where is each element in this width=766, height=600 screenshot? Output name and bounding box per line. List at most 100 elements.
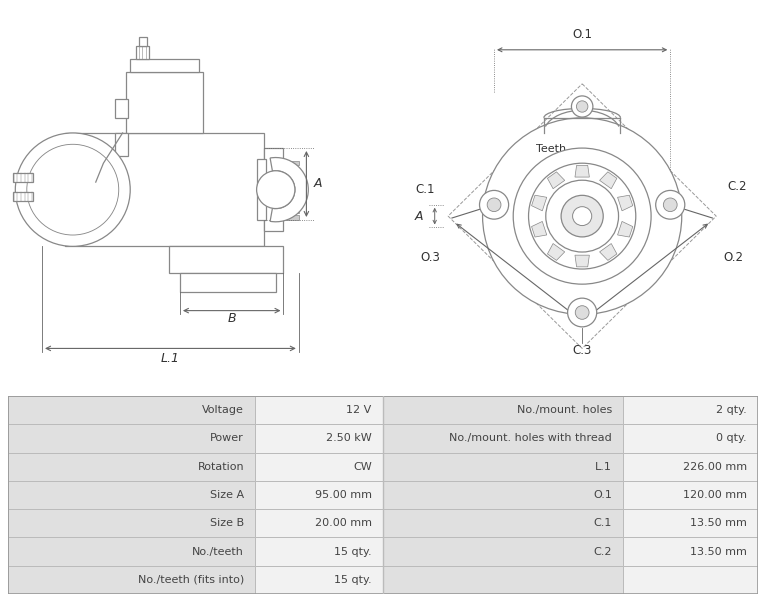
Circle shape [573, 206, 592, 226]
Bar [180, 273, 276, 292]
Text: 0 qty.: 0 qty. [716, 433, 747, 443]
Bar [14, 191, 33, 201]
Bar [264, 148, 283, 231]
Text: 120.00 mm: 120.00 mm [683, 490, 747, 500]
Bar [624, 509, 758, 538]
Text: No./mount. holes with thread: No./mount. holes with thread [449, 433, 612, 443]
Text: O.2: O.2 [724, 251, 744, 265]
Text: 13.50 mm: 13.50 mm [690, 518, 747, 528]
Circle shape [480, 190, 509, 219]
Bar [139, 37, 147, 46]
Bar [136, 46, 149, 59]
Text: C.1: C.1 [415, 184, 435, 196]
Bar [126, 73, 203, 133]
Text: 15 qty.: 15 qty. [334, 547, 372, 557]
Text: 15 qty.: 15 qty. [334, 575, 372, 585]
Bar [283, 194, 299, 199]
Text: L.1: L.1 [161, 352, 180, 365]
Bar [283, 161, 299, 166]
Polygon shape [600, 244, 617, 260]
Bar [283, 188, 299, 193]
Circle shape [487, 198, 501, 212]
Bar [624, 566, 758, 594]
Text: Power: Power [211, 433, 244, 443]
Text: C.3: C.3 [572, 344, 592, 357]
Polygon shape [532, 195, 547, 211]
Bar [283, 202, 299, 206]
Bar [255, 481, 383, 509]
Polygon shape [548, 172, 565, 189]
Text: C.1: C.1 [594, 518, 612, 528]
Bar [8, 396, 255, 424]
Bar [8, 452, 255, 481]
Bar [8, 509, 255, 538]
Polygon shape [548, 244, 565, 260]
Bar [624, 396, 758, 424]
Text: No./teeth (fits into): No./teeth (fits into) [138, 575, 244, 585]
Text: 12 V: 12 V [346, 405, 372, 415]
Bar [283, 208, 299, 213]
Text: C.2: C.2 [728, 179, 747, 193]
Polygon shape [575, 255, 589, 267]
Bar [115, 133, 129, 155]
Circle shape [571, 96, 593, 117]
Bar [255, 538, 383, 566]
Circle shape [561, 196, 604, 237]
Bar [115, 99, 129, 118]
Bar [255, 452, 383, 481]
Circle shape [483, 118, 682, 314]
Bar [383, 538, 624, 566]
Bar [383, 509, 624, 538]
Bar [283, 215, 299, 220]
Bar [383, 424, 624, 452]
Text: Voltage: Voltage [202, 405, 244, 415]
Text: O.1: O.1 [593, 490, 612, 500]
Text: C.2: C.2 [594, 547, 612, 557]
Bar [8, 481, 255, 509]
Bar [14, 173, 33, 182]
Bar [130, 59, 199, 73]
Bar [255, 509, 383, 538]
Bar [169, 247, 283, 273]
Bar [624, 481, 758, 509]
Circle shape [529, 163, 636, 269]
Polygon shape [600, 172, 617, 189]
Circle shape [663, 198, 677, 212]
Circle shape [575, 306, 589, 319]
Text: L.1: L.1 [595, 462, 612, 472]
Text: B: B [228, 312, 236, 325]
Text: A: A [314, 178, 322, 190]
Circle shape [257, 171, 295, 209]
Text: No./teeth: No./teeth [192, 547, 244, 557]
Text: CW: CW [353, 462, 372, 472]
Bar [255, 396, 383, 424]
Circle shape [568, 298, 597, 327]
Bar [8, 566, 255, 594]
Polygon shape [617, 221, 633, 237]
Polygon shape [617, 195, 633, 211]
Text: 13.50 mm: 13.50 mm [690, 547, 747, 557]
Text: Rotation: Rotation [198, 462, 244, 472]
Circle shape [546, 180, 619, 252]
Bar [8, 424, 255, 452]
Circle shape [513, 148, 651, 284]
Bar [255, 566, 383, 594]
Bar [65, 133, 264, 247]
Wedge shape [270, 158, 309, 222]
Bar [283, 174, 299, 179]
Bar [257, 160, 267, 220]
Bar [383, 566, 624, 594]
Circle shape [15, 133, 130, 247]
Text: A: A [415, 209, 424, 223]
Bar [8, 538, 255, 566]
Text: Size A: Size A [210, 490, 244, 500]
Text: 2 qty.: 2 qty. [716, 405, 747, 415]
Bar [283, 167, 299, 172]
Bar [383, 396, 624, 424]
Bar [283, 181, 299, 186]
Bar [624, 538, 758, 566]
Text: No./mount. holes: No./mount. holes [517, 405, 612, 415]
Text: O.1: O.1 [572, 28, 592, 41]
Bar [255, 424, 383, 452]
Circle shape [577, 101, 588, 112]
